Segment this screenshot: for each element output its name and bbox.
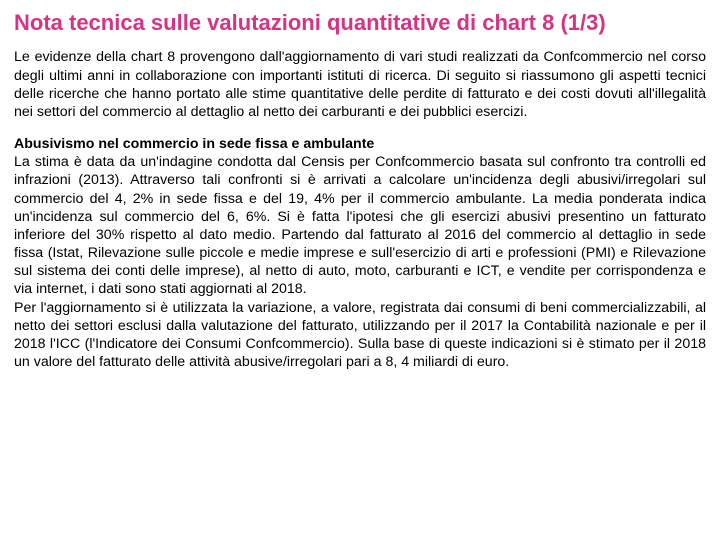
intro-paragraph: Le evidenze della chart 8 provengono dal… xyxy=(14,48,706,121)
page-title: Nota tecnica sulle valutazioni quantitat… xyxy=(14,10,706,36)
section-subheading: Abusivismo nel commercio in sede fissa e… xyxy=(14,135,706,153)
body-paragraph-2: Per l'aggiornamento si è utilizzata la v… xyxy=(14,299,706,372)
body-paragraph-1: La stima è data da un'indagine condotta … xyxy=(14,153,706,298)
document-page: Nota tecnica sulle valutazioni quantitat… xyxy=(0,0,720,383)
